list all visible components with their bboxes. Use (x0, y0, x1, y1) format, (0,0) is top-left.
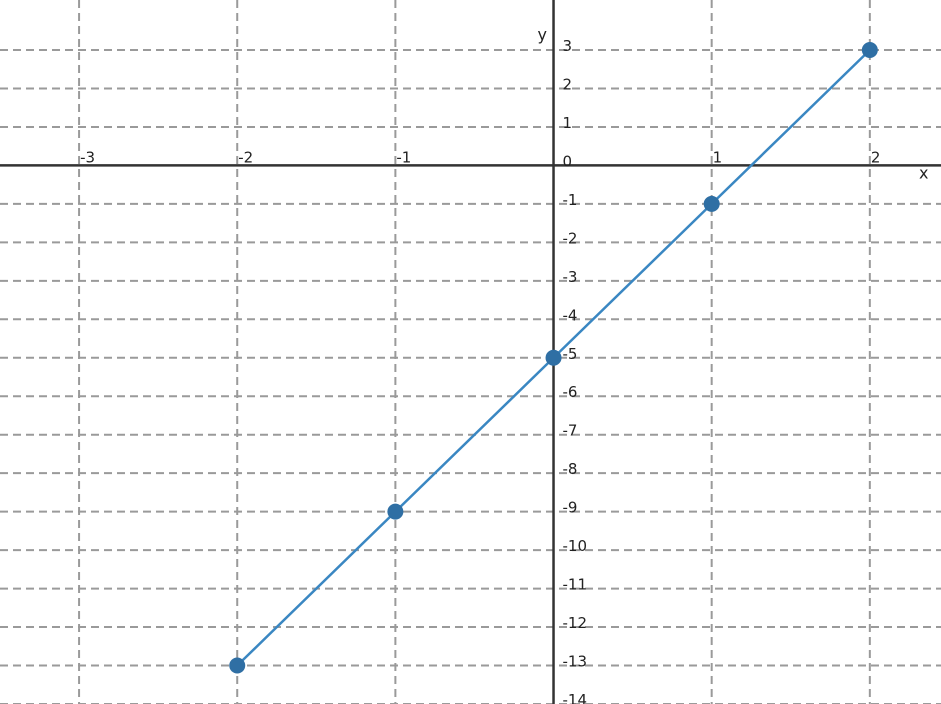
x-tick-label: -3 (80, 148, 95, 166)
y-axis-label: y (538, 25, 547, 44)
y-tick-label: 0 (563, 152, 573, 170)
y-tick-label: 1 (563, 114, 573, 132)
x-tick-label: -1 (396, 148, 411, 166)
y-tick-label: -14 (563, 691, 588, 704)
y-tick-label: -12 (563, 614, 588, 632)
y-tick-label: -11 (563, 576, 588, 594)
y-tick-label: -10 (563, 537, 588, 555)
series (229, 42, 878, 674)
data-point (229, 657, 246, 674)
x-axis-label: x (919, 163, 928, 182)
data-point (703, 195, 720, 212)
y-tick-label: -8 (563, 460, 578, 478)
y-tick-label: -3 (563, 268, 578, 286)
y-tick-label: 2 (563, 75, 573, 93)
y-tick-label: -5 (563, 345, 578, 363)
y-tick-label: -13 (563, 653, 588, 671)
x-tick-label: 2 (871, 148, 881, 166)
y-tick-label: -4 (563, 306, 578, 324)
data-point (861, 42, 878, 59)
x-tick-label: 1 (713, 148, 723, 166)
x-tick-label: -2 (238, 148, 253, 166)
y-tick-label: 3 (563, 37, 573, 55)
tick-labels: -3 -2 -1 1 23210-1-2-3-4-5-6-7-8-9-10-11-12-… (80, 37, 880, 704)
y-tick-label: -7 (563, 422, 578, 440)
y-tick-label: -9 (563, 499, 578, 517)
y-tick-label: -6 (563, 383, 578, 401)
y-tick-label: -2 (563, 229, 578, 247)
data-point (387, 503, 404, 520)
y-tick-label: -1 (563, 191, 578, 209)
data-point (545, 349, 562, 366)
